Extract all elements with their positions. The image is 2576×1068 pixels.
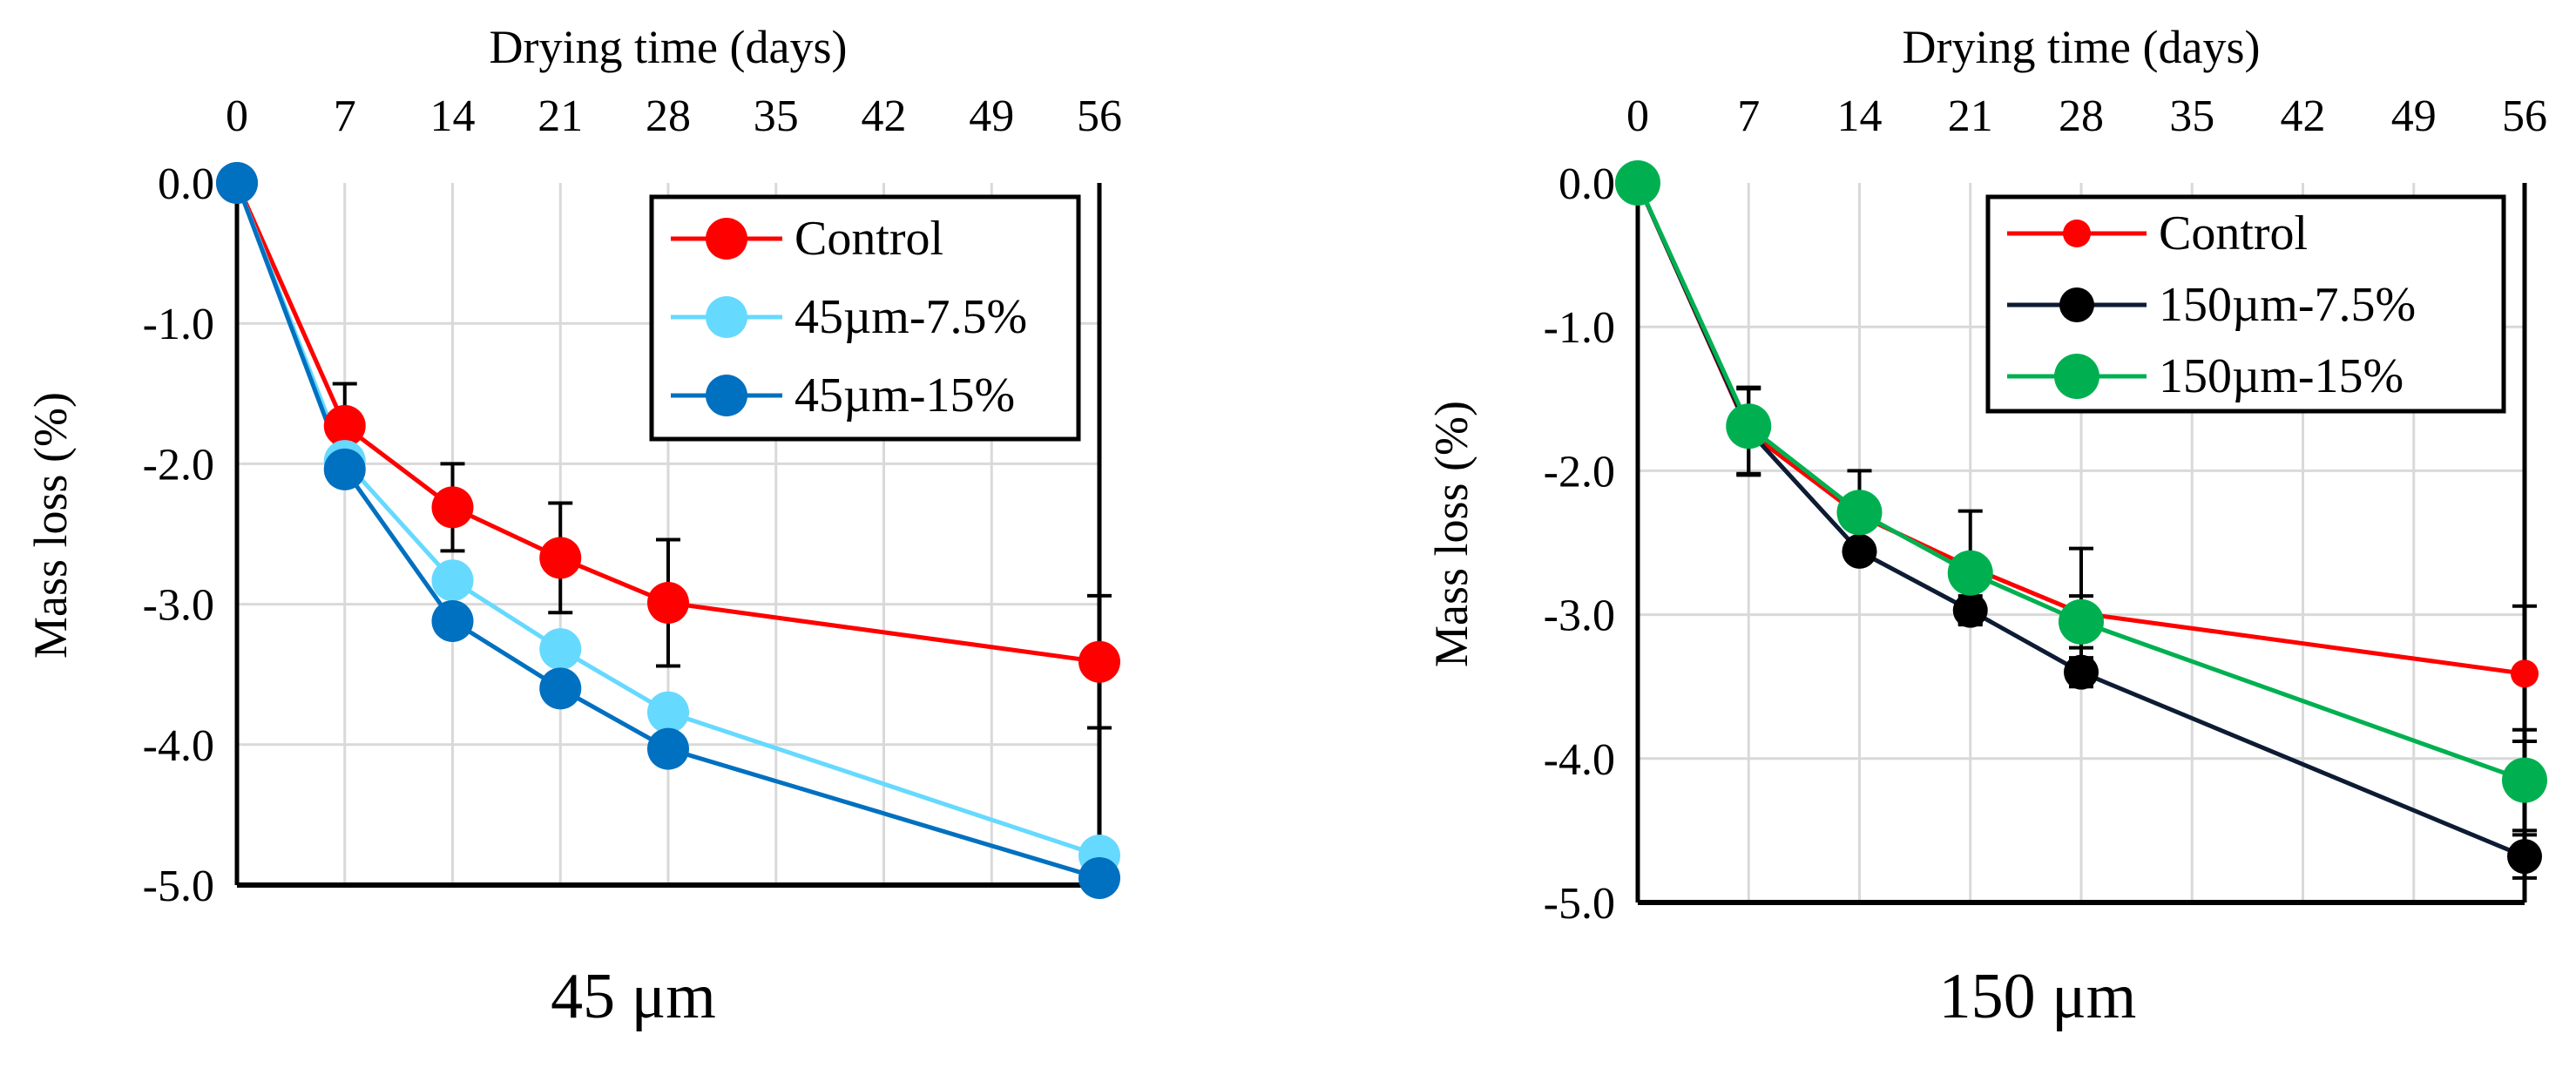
y-tick-label: -1.0 bbox=[143, 300, 214, 349]
data-point bbox=[2502, 757, 2547, 803]
data-point bbox=[2511, 659, 2539, 688]
data-point bbox=[2059, 598, 2104, 645]
data-point bbox=[647, 691, 689, 733]
data-point bbox=[647, 727, 689, 770]
y-tick-label: -1.0 bbox=[1544, 303, 1615, 353]
data-point bbox=[539, 667, 582, 710]
x-tick-label: 7 bbox=[334, 91, 356, 141]
data-point bbox=[431, 599, 474, 642]
y-axis-title: Mass loss (%) bbox=[24, 392, 77, 659]
y-tick-label: -2.0 bbox=[1544, 447, 1615, 497]
legend-swatch-marker bbox=[706, 375, 747, 416]
x-axis-title: Drying time (days) bbox=[490, 21, 848, 73]
x-tick-label: 0 bbox=[226, 91, 248, 141]
data-point bbox=[1836, 490, 1883, 536]
legend-label: 45µm-7.5% bbox=[794, 290, 1027, 344]
data-point bbox=[1842, 533, 1877, 569]
y-tick-label: -4.0 bbox=[143, 721, 214, 771]
y-axis-title: Mass loss (%) bbox=[1425, 401, 1477, 667]
chart-title: 150 μm bbox=[1939, 961, 2137, 1032]
data-point bbox=[1078, 640, 1120, 683]
x-tick-label: 56 bbox=[2502, 91, 2547, 141]
y-tick-label: 0.0 bbox=[1558, 159, 1615, 209]
legend-label: Control bbox=[2159, 206, 2308, 260]
y-tick-label: -3.0 bbox=[143, 581, 214, 631]
legend-swatch-marker bbox=[706, 218, 747, 260]
data-point bbox=[216, 162, 258, 204]
data-point bbox=[2507, 839, 2542, 875]
legend-label: 45µm-15% bbox=[794, 368, 1015, 422]
data-point bbox=[1952, 592, 1988, 628]
chart-title: 45 μm bbox=[551, 961, 716, 1032]
x-tick-label: 28 bbox=[2059, 91, 2104, 141]
series-line-1 bbox=[234, 182, 1100, 858]
x-tick-label: 28 bbox=[646, 91, 691, 141]
x-tick-label: 7 bbox=[1737, 91, 1760, 141]
x-tick-label: 14 bbox=[1837, 91, 1883, 141]
data-point bbox=[323, 404, 366, 447]
y-tick-label: 0.0 bbox=[158, 159, 214, 209]
legend: Control 45µm-7.5% 45µm-15% bbox=[649, 194, 1081, 442]
y-tick-label: -3.0 bbox=[1544, 591, 1615, 641]
x-tick-label: 49 bbox=[969, 91, 1014, 141]
data-point bbox=[431, 486, 474, 529]
chart-1: 0 7 14 21 28 35 42 49 56 0.0 -1.0 -2.0 -3.0 -4.0 -5.0 D… bbox=[1425, 21, 2547, 1032]
legend-label: Control bbox=[794, 212, 943, 266]
series-line-0 bbox=[234, 181, 1100, 665]
data-point bbox=[1615, 160, 1660, 206]
legend-label: 150µm-7.5% bbox=[2159, 278, 2416, 332]
data-point bbox=[539, 628, 582, 671]
data-point bbox=[647, 581, 689, 624]
legend: Control 150µm-7.5% 150µm-15% bbox=[1985, 194, 2506, 414]
x-tick-label: 42 bbox=[2281, 91, 2326, 141]
data-point bbox=[431, 559, 474, 602]
y-tick-label: -5.0 bbox=[1544, 879, 1615, 929]
legend-swatch-marker bbox=[2054, 354, 2099, 399]
data-point bbox=[323, 448, 366, 490]
legend-swatch-marker bbox=[706, 296, 747, 338]
legend-swatch-marker bbox=[2059, 287, 2094, 322]
y-tick-label: -5.0 bbox=[143, 862, 214, 911]
legend-label: 150µm-15% bbox=[2159, 349, 2404, 403]
y-tick-label: -4.0 bbox=[1544, 735, 1615, 785]
data-point bbox=[2064, 654, 2099, 690]
x-tick-label: 35 bbox=[754, 91, 799, 141]
x-tick-label: 35 bbox=[2169, 91, 2214, 141]
data-point bbox=[1726, 403, 1772, 450]
x-tick-label: 21 bbox=[538, 91, 583, 141]
x-tick-label: 0 bbox=[1626, 91, 1649, 141]
x-tick-label: 42 bbox=[862, 91, 907, 141]
data-point bbox=[1947, 550, 1993, 596]
x-tick-label: 21 bbox=[1948, 91, 1993, 141]
data-point bbox=[539, 537, 582, 579]
chart-0: 0 7 14 21 28 35 42 49 56 0.0 -1.0 -2.0 -3.0 -4.0 -5.0 D… bbox=[24, 21, 1122, 1032]
x-tick-label: 14 bbox=[430, 91, 476, 141]
y-tick-label: -2.0 bbox=[143, 440, 214, 490]
data-point bbox=[1078, 856, 1120, 899]
x-axis-title: Drying time (days) bbox=[1903, 21, 2261, 73]
legend-swatch-marker bbox=[2063, 220, 2091, 247]
series-line-2 bbox=[1635, 181, 2525, 782]
x-tick-label: 56 bbox=[1077, 91, 1122, 141]
x-tick-label: 49 bbox=[2391, 91, 2437, 141]
